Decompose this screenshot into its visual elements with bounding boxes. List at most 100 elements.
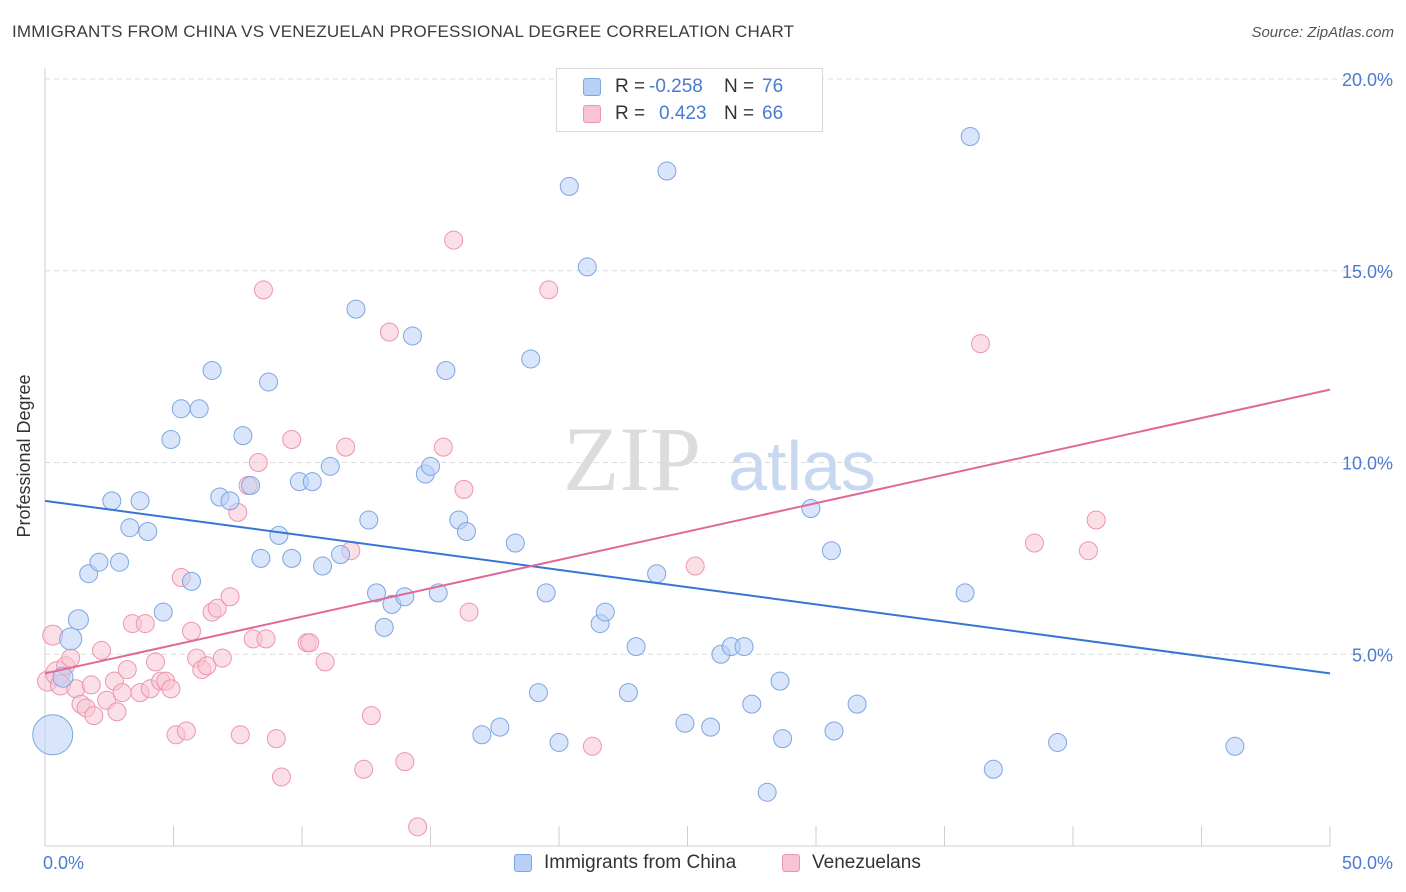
venezuelans-point [112,683,132,703]
china-point [675,713,695,733]
china-point [824,721,844,741]
venezuelans-point [300,633,320,653]
venezuelans-point [582,736,602,756]
venezuelans-point [197,656,217,676]
china-point [359,510,379,530]
china-point [647,564,667,584]
venezuelans-point [1086,510,1106,530]
china-point [102,491,122,511]
venezuelans-point [454,479,474,499]
venezuelans-points [37,230,1106,837]
legend-label-venezuelans: Venezuelans [812,852,921,873]
china-point [436,360,456,380]
china-point [395,587,415,607]
venezuelans-point [361,706,381,726]
china-point [734,637,754,657]
legend-item-venezuelans[interactable]: Venezuelans [782,852,921,874]
venezuelans-point [135,614,155,634]
x-tick-label-max: 50.0% [1342,853,1393,873]
china-point [130,491,150,511]
china-point [89,552,109,572]
china-point [955,583,975,603]
tick-labels: 5.0% 10.0% 15.0% 20.0% 0.0% 50.0% [43,70,1393,873]
venezuelans-point [92,640,112,660]
legend-swatch-venezuelans [583,105,601,123]
china-point [138,522,158,542]
china-point [421,456,440,476]
venezuelans-trend-line [44,388,1331,675]
china-point [1048,732,1068,752]
china-point [259,372,279,392]
watermark-zip: ZIP [563,408,701,510]
china-point [59,627,83,651]
venezuelans-point [253,280,273,300]
china-point [220,491,240,511]
venezuelans-point [266,729,286,749]
legend-item-china[interactable]: Immigrants from China [514,852,736,874]
venezuelans-point [146,652,166,672]
venezuelans-point [459,602,479,622]
venezuelans-point [61,648,81,668]
venezuelans-point [176,721,196,741]
china-point [282,548,302,568]
china-point [161,429,181,449]
venezuelans-point [81,675,101,695]
venezuelans-point [248,453,268,472]
china-point [701,717,721,737]
china-point [456,522,476,542]
watermark-atlas: atlas [728,427,876,505]
china-point [181,571,201,591]
r-value-venezuelans: 0.423 [659,103,707,124]
china-point [505,533,525,553]
n-label: N = [724,103,755,124]
china-point [821,541,841,561]
legend-swatch-venezuelans [782,854,800,872]
china-point [770,671,790,691]
china-point [742,694,762,714]
china-point [577,257,597,277]
china-point [120,518,140,538]
china-point [269,525,289,545]
venezuelans-point [336,437,356,457]
venezuelans-point [271,767,291,787]
n-value-china: 76 [762,76,784,97]
venezuelans-point [444,230,464,250]
venezuelans-point [107,702,127,722]
n-label: N = [724,76,755,97]
watermark: ZIP atlas [563,408,876,510]
venezuelans-point [161,679,181,699]
china-point [983,759,1003,779]
legend-row-china: R = -0.258 N = 76 [583,75,783,99]
china-point [403,326,423,346]
china-point [367,583,387,603]
china-point [472,725,492,745]
legend-swatch-china [583,78,601,96]
china-point [153,602,173,622]
y-tick-label: 20.0% [1342,70,1393,90]
venezuelans-point [220,587,240,607]
y-tick-label: 10.0% [1342,454,1393,474]
r-label: R = [615,103,646,124]
n-value-venezuelans: 66 [762,103,784,124]
china-point [52,666,74,688]
venezuelans-point [315,652,335,672]
venezuelans-point [212,648,232,668]
legend-swatch-china [514,854,532,872]
china-point [241,476,261,496]
venezuelans-point [282,429,302,449]
china-point [320,456,340,476]
china-point [960,127,980,147]
venezuelans-point [181,621,201,641]
venezuelans-point [117,660,137,680]
venezuelans-point [395,752,415,772]
china-point [773,729,793,749]
venezuelans-point [230,725,250,745]
grid-lines [45,78,1392,655]
china-point [847,694,867,714]
venezuelans-point [433,437,453,457]
series-legend: Immigrants from China Venezuelans [0,852,1406,876]
china-point [757,782,777,802]
china-trend-line [44,499,1331,675]
legend-label-china: Immigrants from China [544,852,737,873]
